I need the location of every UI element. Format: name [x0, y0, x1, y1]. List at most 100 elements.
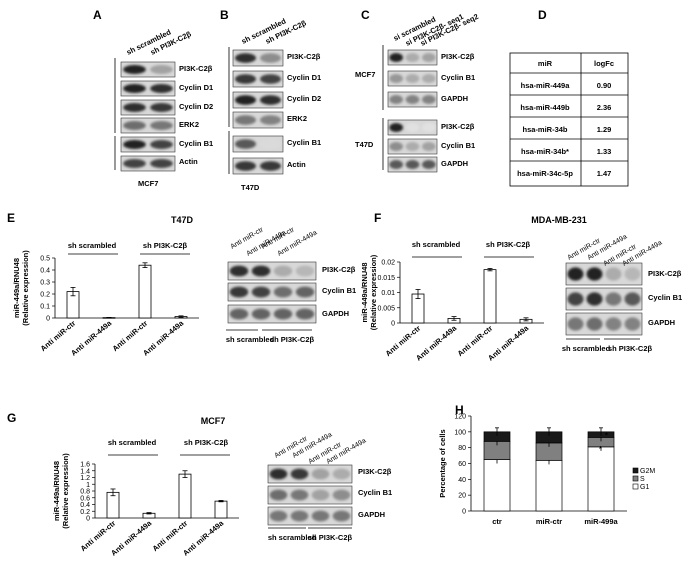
panel-f: F MDA-MB-231 sh scrambled sh PI3K-C2β 0 0… — [360, 211, 682, 363]
y-tick-label: 0.005 — [377, 305, 395, 312]
panel-b-blots — [232, 49, 284, 175]
panel-b-blot-label-4: ERK2 — [287, 114, 307, 123]
panel-a-blots — [120, 61, 176, 172]
panel-e-blot-2 — [227, 282, 317, 302]
panel-b-blot-label-3: Cyclin D2 — [287, 94, 321, 103]
panel-f-blot-label-3: GAPDH — [648, 318, 675, 327]
y-tick-label: 20 — [458, 493, 466, 500]
panel-e-blot-label-3: GAPDH — [322, 309, 349, 318]
table-cell-logfc-4: 1.33 — [597, 147, 612, 156]
y-axis-title: miR-449a/RNU48 — [360, 262, 369, 322]
panel-c-blot-2 — [387, 70, 438, 87]
table-header-logfc: logFc — [594, 59, 614, 68]
panel-b-blot-6 — [232, 157, 284, 175]
table-cell-logfc-3: 1.29 — [597, 125, 612, 134]
panel-b: B sh scrambled sh PI3K-C2β PI3K-C2β Cycl… — [220, 8, 321, 192]
panel-e-blot-group-1: sh scrambled — [226, 335, 275, 344]
y-tick-label: 1.6 — [80, 462, 90, 469]
y-tick-label: 0 — [46, 316, 50, 323]
panel-a-blot-label-4: ERK2 — [179, 120, 199, 129]
panel-e-blot-label-2: Cyclin B1 — [322, 286, 356, 295]
table-cell-mir-4: hsa-miR-34b* — [521, 147, 569, 156]
significance-mark: * — [605, 430, 608, 439]
x-category-label: miR-ctr — [536, 517, 562, 526]
panel-c-blot-6 — [387, 156, 438, 173]
panel-e-label: E — [7, 211, 15, 225]
y-tick-label: 0.2 — [40, 292, 50, 299]
panel-f-label: F — [374, 211, 381, 225]
panel-g-blot-3 — [267, 506, 353, 526]
bar — [178, 473, 192, 519]
y-tick-label: 60 — [458, 461, 466, 468]
panel-f-blot-2 — [565, 287, 643, 311]
panel-c-label: C — [361, 8, 370, 22]
table-cell-mir-2: hsa-miR-449b — [520, 103, 570, 112]
y-axis-title: (Relative expression) — [21, 250, 30, 326]
y-tick-label: 0.1 — [40, 304, 50, 311]
panel-f-blot-label-2: Cyclin B1 — [648, 293, 682, 302]
y-tick-label: 0.01 — [381, 290, 395, 297]
panel-f-blot-group-2: sh PI3K-C2β — [608, 344, 653, 353]
y-axis-title: miR-449a/RNU48 — [12, 258, 21, 318]
panel-h-label: H — [455, 403, 464, 417]
panel-b-cell-line: T47D — [241, 183, 260, 192]
panel-f-blot-group-1: sh scrambled — [562, 344, 611, 353]
panel-e: E T47D sh scrambled sh PI3K-C2β 0 0.1 0.2 0… — [7, 211, 356, 358]
x-category-label: ctr — [492, 517, 502, 526]
panel-e-title: T47D — [171, 215, 194, 225]
y-tick-label: 120 — [454, 414, 466, 421]
panel-a-blot-label-3: Cyclin D2 — [179, 102, 213, 111]
panel-g-group-2: sh PI3K-C2β — [184, 438, 229, 447]
panel-c-blot-5 — [387, 138, 438, 155]
panel-c-blots — [387, 49, 438, 173]
panel-d-label: D — [538, 8, 547, 22]
table-cell-mir-3: hsa-miR-34b — [522, 125, 567, 134]
panel-a-blot-label-2: Cyclin D1 — [179, 83, 213, 92]
significance-mark: * — [599, 444, 602, 453]
y-axis-title: miR-449a/RNU48 — [52, 461, 61, 521]
legend-label: S — [640, 476, 645, 483]
panel-b-blot-label-1: PI3K-C2β — [287, 52, 321, 61]
panel-g-blot-2 — [267, 485, 353, 505]
y-tick-label: 0.4 — [80, 502, 90, 509]
panel-g-blot-label-1: PI3K-C2β — [358, 467, 392, 476]
panel-f-group-1: sh scrambled — [412, 240, 461, 249]
bar — [483, 269, 497, 324]
panel-g-blot-label-2: Cyclin B1 — [358, 488, 392, 497]
panel-h: H 0 20 40 60 80 100 120 ctr miR-ctr miR-499a ** Per… — [438, 403, 655, 526]
panel-g-group-1: sh scrambled — [108, 438, 157, 447]
y-tick-label: 1.2 — [80, 475, 90, 482]
y-tick-label: 0.3 — [40, 280, 50, 287]
table-cell-logfc-5: 1.47 — [597, 169, 612, 178]
table-cell-mir-5: hsa-miR-34c-5p — [517, 169, 573, 178]
bar — [106, 491, 120, 519]
panel-e-blot-1 — [227, 261, 317, 281]
y-tick-label: 1 — [86, 482, 90, 489]
y-tick-label: 40 — [458, 477, 466, 484]
y-axis-title: (Relative expression) — [61, 453, 70, 529]
panel-f-blot-1 — [565, 262, 643, 286]
panel-e-group-2: sh PI3K-C2β — [143, 241, 188, 250]
panel-c-g2-blot-1: PI3K-C2β — [441, 122, 475, 131]
table-header-mir: miR — [538, 59, 553, 68]
table-border — [509, 52, 629, 187]
panel-b-blot-4 — [232, 111, 284, 129]
y-tick-label: 100 — [454, 429, 466, 436]
panel-a-label: A — [93, 8, 102, 22]
panel-g-blot-1 — [267, 464, 353, 484]
panel-a-blot-label-5: Cyclin B1 — [179, 139, 213, 148]
panel-f-title: MDA-MB-231 — [531, 215, 587, 225]
panel-f-blot-3 — [565, 312, 643, 336]
panel-e-blot-group-2: sh PI3K-C2β — [270, 335, 315, 344]
legend-swatch — [632, 483, 639, 490]
panel-e-blot-3 — [227, 304, 317, 324]
panel-b-blot-label-2: Cyclin D1 — [287, 73, 321, 82]
y-tick-label: 0.4 — [40, 268, 50, 275]
panel-f-blots — [565, 262, 643, 336]
panel-d: D miR logFc hsa-miR-449a 0.90 hsa-miR-44… — [509, 8, 629, 187]
panel-a-blot-label-6: Actin — [179, 157, 198, 166]
